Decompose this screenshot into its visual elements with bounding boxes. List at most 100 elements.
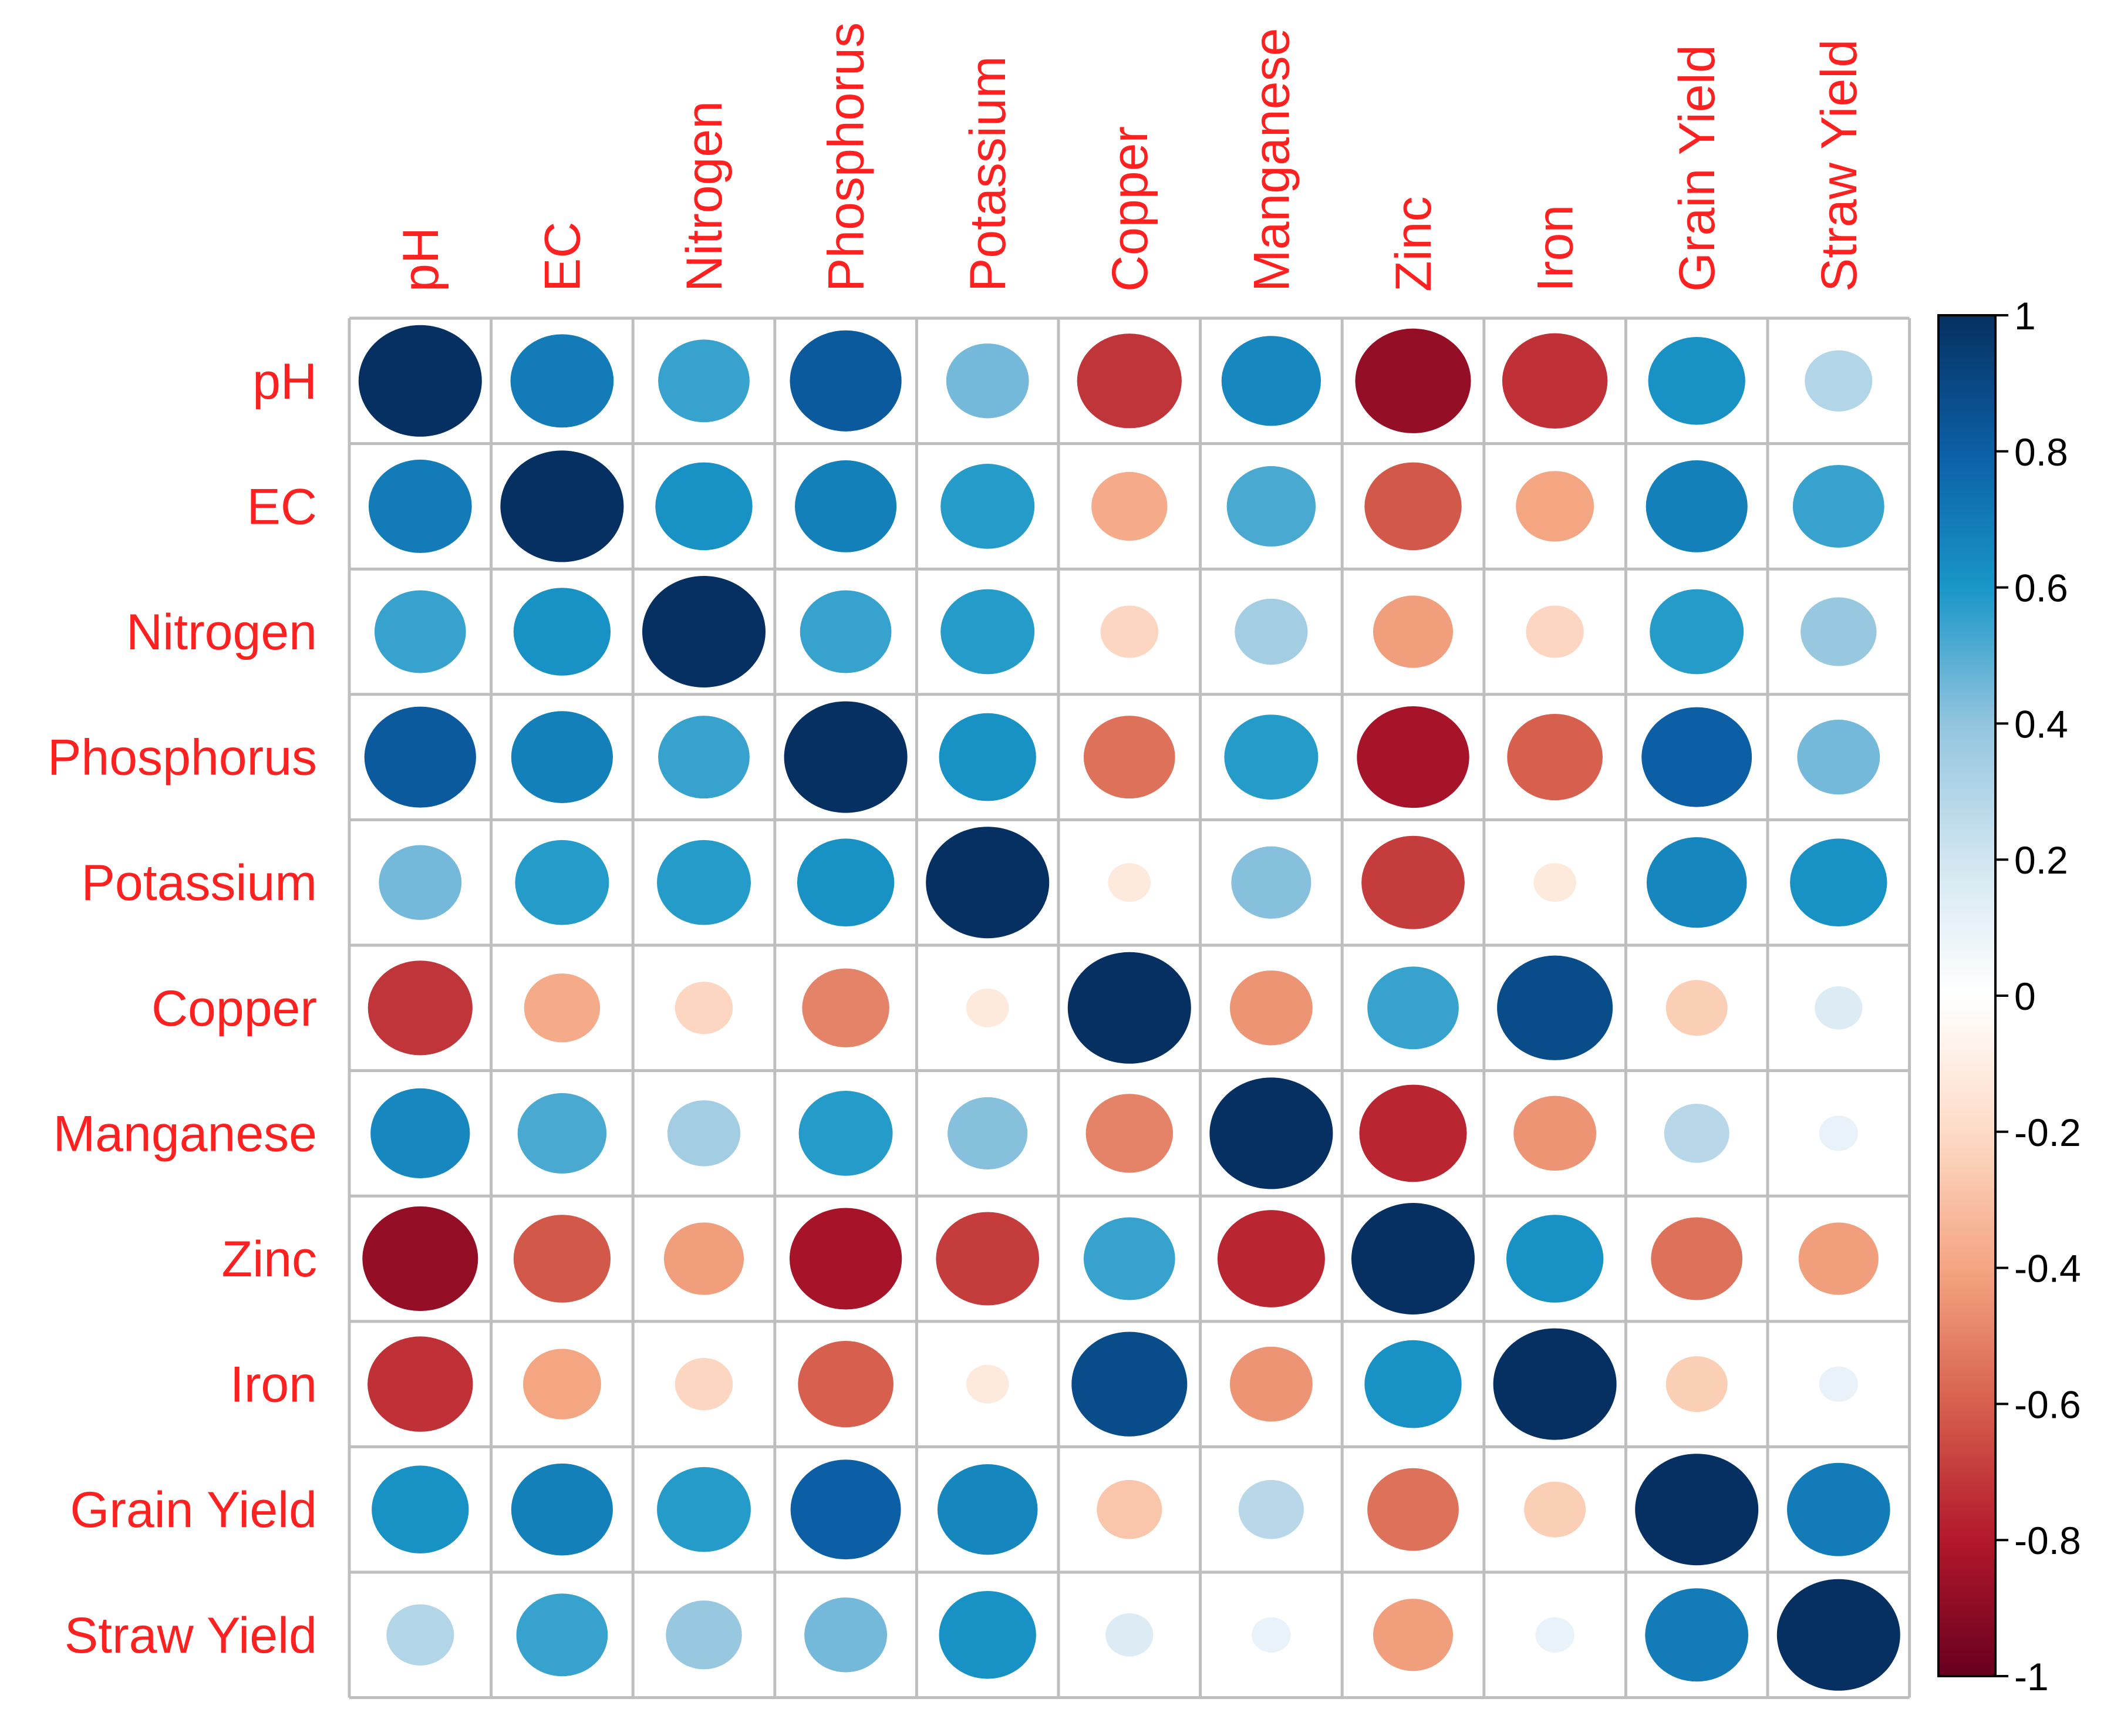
corr-circle-zinc-nitrogen bbox=[663, 1222, 744, 1295]
corr-circle-zinc-ph bbox=[362, 1206, 478, 1312]
corr-circle-copper-ph bbox=[367, 960, 473, 1056]
color-bar-tick-label: 0.2 bbox=[2014, 838, 2068, 882]
grid bbox=[348, 316, 1911, 1700]
corr-circle-phosphorus-ec bbox=[511, 711, 613, 803]
column-label-ec: EC bbox=[534, 222, 591, 292]
corr-circle-grain-yield-ec bbox=[511, 1463, 613, 1556]
corr-circle-copper-manganese bbox=[1229, 970, 1313, 1046]
corr-circle-potassium-nitrogen bbox=[657, 840, 751, 925]
corr-circle-grain-yield-nitrogen bbox=[657, 1467, 751, 1552]
corr-circle-potassium-copper bbox=[1108, 863, 1151, 902]
corr-circle-manganese-straw-yield bbox=[1819, 1115, 1859, 1151]
corr-circle-nitrogen-ph bbox=[374, 590, 466, 673]
corr-circle-nitrogen-phosphorus bbox=[800, 590, 892, 673]
corr-circle-ec-copper bbox=[1091, 471, 1168, 541]
corr-circle-straw-yield-potassium bbox=[939, 1590, 1036, 1679]
color-bar-tick-label: -0.4 bbox=[2014, 1247, 2081, 1290]
corr-circle-potassium-ph bbox=[379, 845, 462, 920]
corr-circle-nitrogen-ec bbox=[513, 588, 611, 676]
corr-circle-potassium-straw-yield bbox=[1790, 838, 1887, 927]
corr-circle-zinc-iron bbox=[1506, 1215, 1604, 1303]
row-label-straw-yield: Straw Yield bbox=[65, 1607, 317, 1664]
corr-circle-ph-nitrogen bbox=[658, 339, 750, 423]
column-label-potassium: Potassium bbox=[960, 56, 1016, 292]
row-label-copper: Copper bbox=[151, 980, 317, 1037]
row-label-potassium: Potassium bbox=[82, 855, 318, 911]
corr-circle-iron-ec bbox=[522, 1349, 601, 1420]
corr-circle-straw-yield-grain-yield bbox=[1645, 1588, 1749, 1682]
corr-circle-ec-ph bbox=[368, 459, 472, 553]
corr-circle-nitrogen-potassium bbox=[940, 589, 1035, 675]
corr-circle-iron-grain-yield bbox=[1665, 1356, 1728, 1413]
corr-circle-grain-yield-potassium bbox=[937, 1464, 1038, 1555]
corr-circle-straw-yield-phosphorus bbox=[804, 1597, 888, 1673]
corr-circle-phosphorus-phosphorus bbox=[784, 701, 908, 813]
corr-circle-grain-yield-ph bbox=[372, 1465, 469, 1554]
corr-circle-straw-yield-nitrogen bbox=[666, 1600, 742, 1670]
corr-circle-zinc-straw-yield bbox=[1798, 1222, 1879, 1295]
corr-circle-iron-copper bbox=[1071, 1332, 1188, 1437]
corr-circle-manganese-potassium bbox=[948, 1097, 1028, 1169]
color-bar-tick-label: -0.6 bbox=[2014, 1383, 2081, 1426]
corr-circle-straw-yield-straw-yield bbox=[1776, 1579, 1900, 1691]
corr-circle-copper-nitrogen bbox=[675, 982, 733, 1034]
corr-circle-ph-iron bbox=[1502, 333, 1608, 429]
corr-circle-zinc-ec bbox=[513, 1215, 611, 1303]
corr-circle-iron-manganese bbox=[1229, 1346, 1313, 1422]
corr-circle-manganese-grain-yield bbox=[1664, 1104, 1729, 1163]
corr-circle-manganese-phosphorus bbox=[798, 1091, 893, 1176]
corr-circle-phosphorus-zinc bbox=[1357, 706, 1469, 808]
corr-circle-iron-nitrogen bbox=[675, 1358, 733, 1411]
corr-circle-ph-potassium bbox=[946, 343, 1029, 419]
corr-circle-ph-copper bbox=[1077, 333, 1182, 429]
corr-circle-manganese-ph bbox=[370, 1088, 470, 1178]
corr-circle-manganese-iron bbox=[1513, 1095, 1597, 1171]
corr-circle-copper-grain-yield bbox=[1665, 980, 1728, 1036]
corr-circle-iron-iron bbox=[1493, 1328, 1617, 1440]
corr-circle-straw-yield-ec bbox=[516, 1593, 608, 1677]
row-label-zinc: Zinc bbox=[222, 1231, 317, 1287]
corr-circle-copper-phosphorus bbox=[802, 968, 889, 1047]
corr-circle-nitrogen-grain-yield bbox=[1650, 589, 1744, 675]
corr-circle-potassium-grain-yield bbox=[1646, 837, 1747, 928]
color-bar-tick-label: -1 bbox=[2014, 1655, 2049, 1698]
corr-circle-manganese-copper bbox=[1085, 1094, 1174, 1173]
corr-circle-grain-yield-grain-yield bbox=[1635, 1454, 1759, 1566]
corr-circle-zinc-manganese bbox=[1217, 1210, 1325, 1307]
corr-circle-zinc-zinc bbox=[1351, 1203, 1475, 1314]
corr-circle-ec-potassium bbox=[940, 464, 1035, 549]
corr-circle-ph-grain-yield bbox=[1648, 336, 1745, 425]
corr-circle-phosphorus-manganese bbox=[1224, 714, 1319, 800]
corr-circle-ec-iron bbox=[1516, 471, 1594, 542]
corr-circle-phosphorus-iron bbox=[1507, 714, 1603, 801]
row-label-manganese: Manganese bbox=[53, 1105, 317, 1162]
corr-circle-manganese-manganese bbox=[1209, 1077, 1333, 1189]
column-label-iron: Iron bbox=[1528, 205, 1584, 292]
corr-circle-potassium-zinc bbox=[1361, 835, 1465, 929]
corr-circle-iron-phosphorus bbox=[798, 1341, 894, 1428]
corr-circle-phosphorus-straw-yield bbox=[1797, 719, 1880, 795]
corr-circle-potassium-phosphorus bbox=[797, 838, 895, 927]
corr-circle-straw-yield-manganese bbox=[1252, 1617, 1291, 1653]
corr-circle-manganese-ec bbox=[517, 1093, 607, 1174]
corr-circle-straw-yield-copper bbox=[1105, 1613, 1154, 1657]
color-bar: 1 0.8 0.6 0.4 0.2 0 -0.2 -0.4 -0.6 -0.8 -1 bbox=[1937, 294, 2081, 1698]
corr-circle-copper-zinc bbox=[1367, 966, 1459, 1050]
corr-circle-iron-straw-yield bbox=[1819, 1366, 1859, 1402]
row-labels: pH EC Nitrogen Phosphorus Potassium Copper Man… bbox=[48, 353, 317, 1664]
row-label-nitrogen: Nitrogen bbox=[126, 604, 317, 660]
color-bar-tick-label: 1 bbox=[2014, 294, 2036, 338]
corr-circle-grain-yield-iron bbox=[1524, 1481, 1586, 1538]
corr-circle-grain-yield-zinc bbox=[1367, 1468, 1459, 1551]
corr-circle-nitrogen-manganese bbox=[1235, 598, 1308, 665]
corr-circle-iron-potassium bbox=[966, 1364, 1009, 1404]
corr-circle-nitrogen-zinc bbox=[1373, 595, 1454, 668]
corr-circle-zinc-copper bbox=[1083, 1217, 1175, 1300]
corr-circle-ec-nitrogen bbox=[655, 462, 753, 551]
row-label-ph: pH bbox=[252, 353, 317, 410]
corr-circle-ec-straw-yield bbox=[1792, 464, 1884, 548]
corr-circle-grain-yield-copper bbox=[1097, 1479, 1162, 1539]
corr-circle-zinc-potassium bbox=[936, 1212, 1040, 1306]
row-label-iron: Iron bbox=[230, 1357, 317, 1413]
